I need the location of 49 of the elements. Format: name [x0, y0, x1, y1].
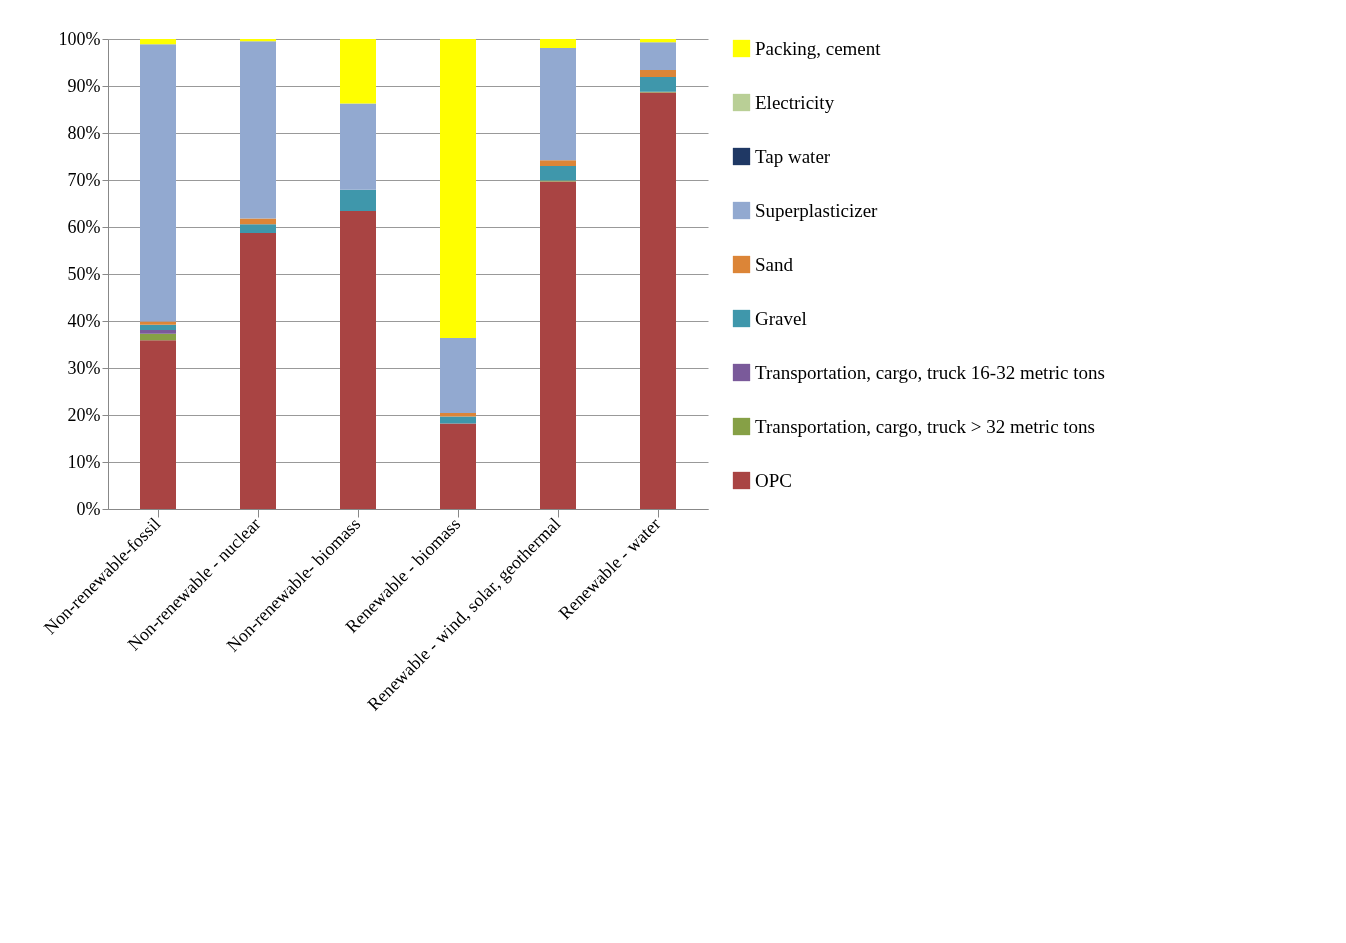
- bar: [240, 41, 276, 219]
- bar: [640, 92, 676, 509]
- legend-label: Superplasticizer: [755, 199, 879, 221]
- bar: [440, 39, 476, 338]
- bar: [440, 337, 476, 414]
- legend-label: Packing, cement: [755, 37, 882, 59]
- y-tick-label: 70%: [67, 169, 101, 190]
- bar: [340, 211, 376, 509]
- bar: [640, 39, 676, 43]
- legend-label: Tap water: [755, 145, 831, 167]
- bar: [140, 333, 176, 341]
- legend-label: OPC: [755, 469, 792, 491]
- legend-label: Transportation, cargo, truck 16-32 metric tons: [755, 361, 1105, 383]
- legend-label: Sand: [755, 253, 794, 275]
- bar: [540, 165, 576, 181]
- bar: [140, 44, 176, 322]
- bar: [440, 413, 476, 417]
- legend-label: Gravel: [755, 307, 807, 329]
- bar: [540, 160, 576, 166]
- bar: [140, 329, 176, 334]
- y-tick-label: 30%: [67, 357, 101, 378]
- y-tick-label: 40%: [67, 310, 101, 331]
- bar: [640, 42, 676, 71]
- bar: [640, 77, 676, 92]
- bar: [240, 224, 276, 234]
- bar: [140, 324, 176, 330]
- bar: [440, 423, 476, 509]
- y-tick-label: 50%: [67, 263, 101, 284]
- y-tick-label: 90%: [67, 75, 101, 96]
- bar: [640, 70, 676, 78]
- bar: [340, 189, 376, 212]
- y-tick-label: 20%: [67, 404, 101, 425]
- y-tick-label: 60%: [67, 216, 101, 237]
- bar: [540, 181, 576, 509]
- legend-label: Electricity: [755, 91, 835, 113]
- y-tick-label: 100%: [58, 28, 101, 49]
- y-tick-label: 80%: [67, 122, 101, 143]
- bar: [340, 103, 376, 190]
- y-tick-label: 10%: [67, 451, 101, 472]
- bar: [540, 39, 576, 48]
- bar: [140, 39, 176, 45]
- bar: [440, 416, 476, 424]
- legend-label: Transportation, cargo, truck > 32 metric tons: [755, 415, 1095, 437]
- bar: [240, 233, 276, 509]
- bar: [140, 340, 176, 509]
- bar: [540, 47, 576, 161]
- y-tick-label: 0%: [76, 498, 101, 519]
- bar: [340, 39, 376, 104]
- bar: [140, 321, 176, 325]
